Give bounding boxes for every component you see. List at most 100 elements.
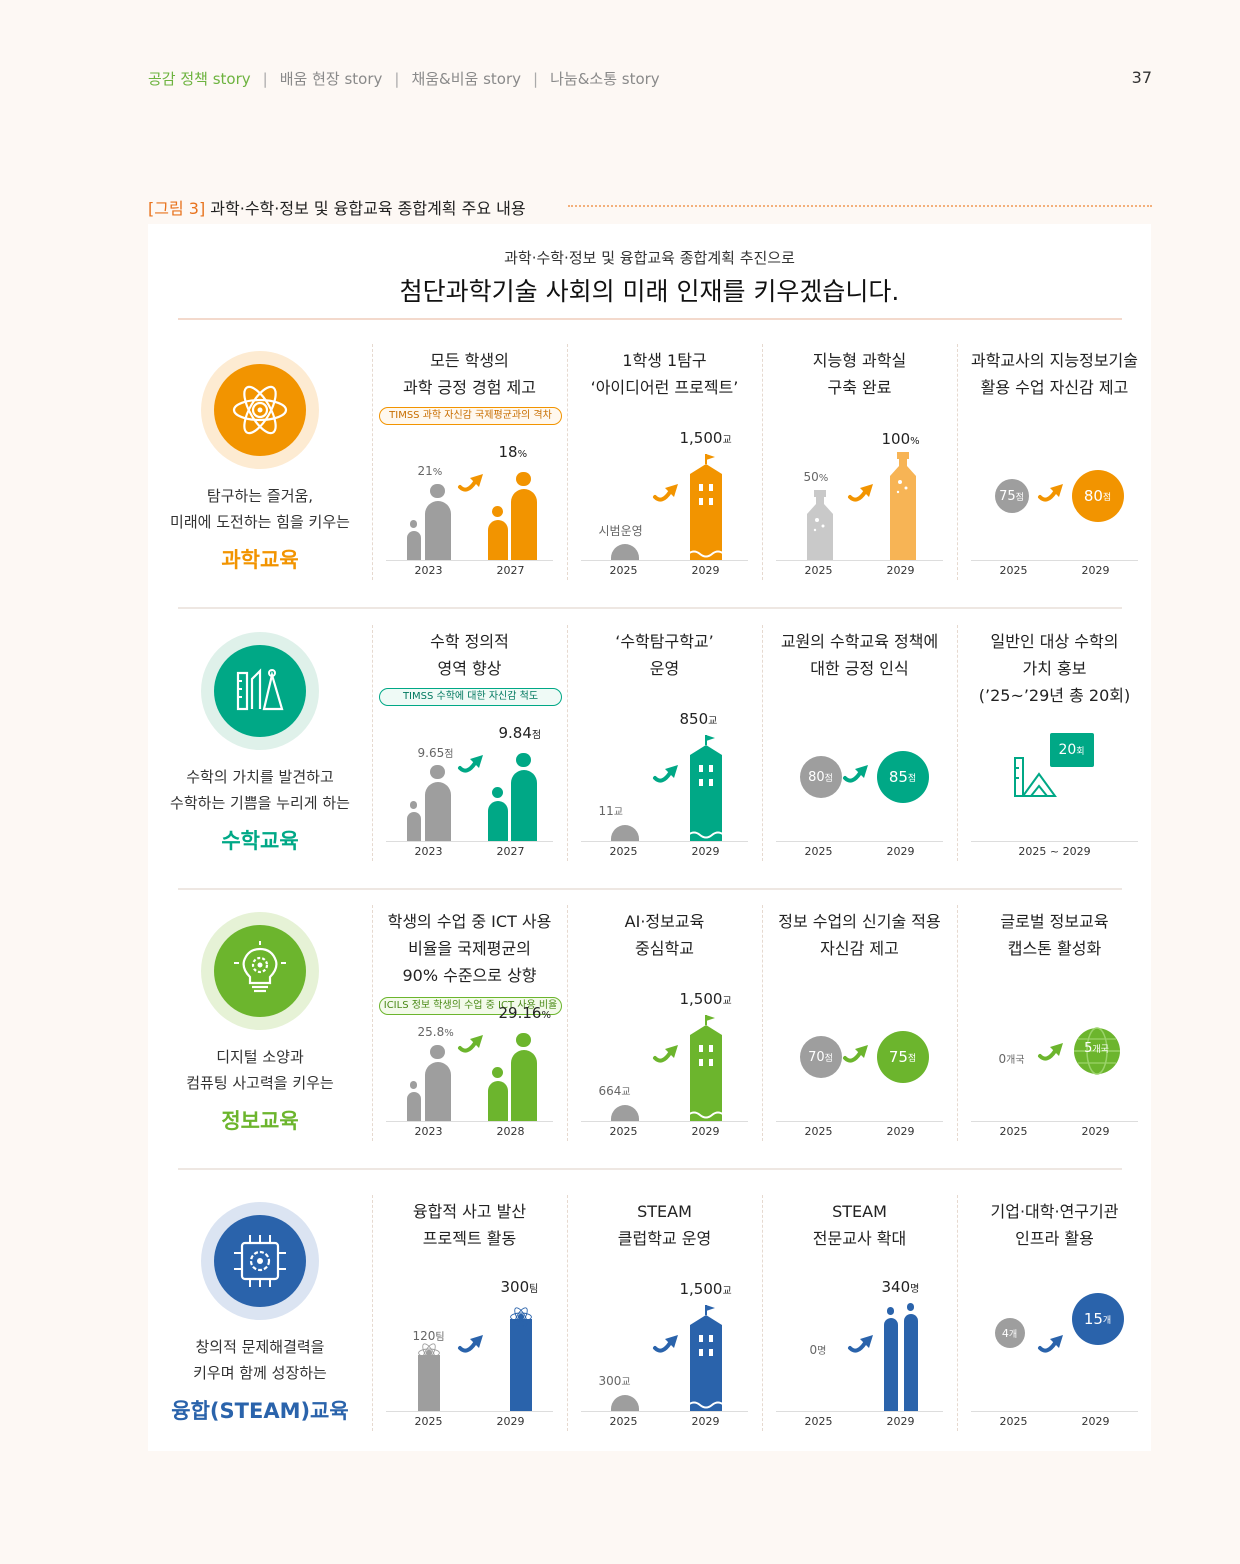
cell-divider: [372, 344, 373, 580]
year-label: 2028: [496, 1125, 525, 1138]
cell-title-line: 가치 홍보: [1022, 659, 1087, 678]
value-to: 29.16%: [499, 1004, 551, 1022]
person-small-icon: [487, 787, 508, 841]
person-from-icon: [424, 484, 451, 560]
chart-baseline: [776, 560, 943, 561]
value-bubble: 85 점: [876, 751, 929, 803]
cell-title-line: 90% 수준으로 상향: [402, 966, 537, 985]
chart-baseline: [386, 560, 553, 561]
cell-divider: [762, 1195, 763, 1431]
person-to-icon: [510, 472, 537, 560]
cell-title-line: STEAM: [832, 1202, 887, 1221]
year-label: 2025 ~ 2029: [1018, 845, 1091, 858]
value-unit: 점: [907, 1053, 917, 1064]
cell-divider: [567, 905, 568, 1141]
person-body: [406, 1091, 421, 1121]
year-label: 2025: [609, 1415, 638, 1428]
bar-from: [417, 1355, 440, 1411]
figure-title-text: 과학·수학·정보 및 융합교육 종합계획 주요 내용: [210, 199, 526, 218]
person-small-icon: [406, 1081, 421, 1121]
value-number: 시범운영: [598, 524, 643, 538]
growth-arrow-icon: [847, 484, 873, 502]
teacher-icon: [883, 1307, 898, 1411]
year-label: 2029: [496, 1415, 525, 1428]
cell-divider: [567, 625, 568, 861]
value-bubble: 80 점: [1071, 470, 1124, 522]
row-description-line: 디지털 소양과: [216, 1048, 304, 1066]
value-unit: %: [432, 467, 443, 478]
nav-separator: |: [262, 69, 268, 88]
person-head: [492, 1067, 503, 1078]
chip-gear-icon: [234, 1235, 286, 1287]
cell-title-line: 비율을 국제평균의: [408, 939, 531, 958]
cell-title-line: 1학생 1탐구: [622, 351, 707, 370]
year-label: 2029: [691, 1415, 720, 1428]
nav-item-field[interactable]: 배움 현장 story: [279, 70, 383, 88]
value-unit: 점: [531, 730, 542, 741]
person-from-icon: [424, 765, 451, 841]
cell-divider: [762, 344, 763, 580]
cell-title-line: 지능형 과학실: [812, 351, 907, 370]
year-label: 2023: [414, 564, 443, 577]
cell-title-line: 과학 긍정 경험 제고: [402, 378, 537, 397]
nav-item-share[interactable]: 나눔&소통 story: [550, 70, 660, 88]
value-to: 18%: [499, 443, 528, 461]
year-label: 2027: [496, 845, 525, 858]
nav-item-fill[interactable]: 채움&비움 story: [411, 70, 522, 88]
year-label: 2025: [609, 1125, 638, 1138]
year-label: 2025: [609, 845, 638, 858]
year-label: 2023: [414, 1125, 443, 1138]
cell-title-line: 일반인 대상 수학의: [990, 632, 1119, 651]
atom-gear-icon: [232, 385, 288, 435]
year-label: 2025: [804, 564, 833, 577]
small-dome-icon: [610, 544, 639, 560]
year-label: 2029: [1081, 564, 1110, 577]
value-unit: 점: [1102, 492, 1112, 503]
nav-item-policy[interactable]: 공감 정책 story: [148, 70, 251, 88]
chart-baseline: [386, 1121, 553, 1122]
growth-arrow-icon: [1037, 484, 1063, 502]
cell-title-line: STEAM: [637, 1202, 692, 1221]
row-title: 정보교육: [221, 1109, 299, 1133]
value-unit: 팀: [435, 1332, 445, 1343]
person-head: [516, 753, 531, 768]
value-number: 25.8: [417, 1025, 445, 1039]
value-unit: %: [818, 473, 829, 484]
value-number: 1,500: [679, 990, 723, 1008]
cell-title-line: AI·정보교육: [624, 912, 705, 931]
cell-divider: [567, 1195, 568, 1431]
row-icon-circle: [201, 912, 319, 1030]
person-small-icon: [406, 520, 421, 560]
row-icon-inner: [214, 645, 306, 737]
row-icon-inner: [214, 364, 306, 456]
school-building-icon: [687, 454, 724, 560]
value-number: 120: [412, 1329, 436, 1343]
value-number: 9.65: [417, 746, 445, 760]
value-number: 20: [1058, 742, 1077, 758]
growth-arrow-icon: [1037, 1335, 1063, 1353]
person-body: [406, 530, 421, 560]
value-from: 0명: [810, 1342, 827, 1357]
value-bubble: 75 점: [994, 479, 1029, 513]
chart-baseline: [386, 1411, 553, 1412]
lightbulb-gear-icon: [234, 941, 286, 993]
person-body: [510, 1050, 537, 1121]
person-head: [409, 801, 418, 809]
value-number: 29.16: [498, 1004, 542, 1022]
value-bubble: 75 점: [876, 1031, 929, 1083]
cell-title-line: 자신감 제고: [820, 939, 899, 958]
value-number: 0: [809, 1343, 818, 1357]
value-from: 664교: [599, 1083, 631, 1098]
small-dome-icon: [610, 1395, 639, 1411]
value-number: 9.84: [498, 724, 532, 742]
value-unit: 교: [722, 1286, 732, 1297]
cell-title-line: 인프라 활용: [1015, 1229, 1094, 1248]
row-description-line: 탐구하는 즐거움,: [206, 487, 314, 505]
top-nav: 공감 정책 story | 배움 현장 story | 채움&비움 story …: [148, 68, 660, 89]
value-to: 340명: [882, 1278, 920, 1296]
cell-title-line: 중심학교: [635, 939, 694, 958]
value-to: 1,500교: [680, 1280, 732, 1298]
person-head: [492, 506, 503, 517]
person-head: [906, 1303, 915, 1311]
